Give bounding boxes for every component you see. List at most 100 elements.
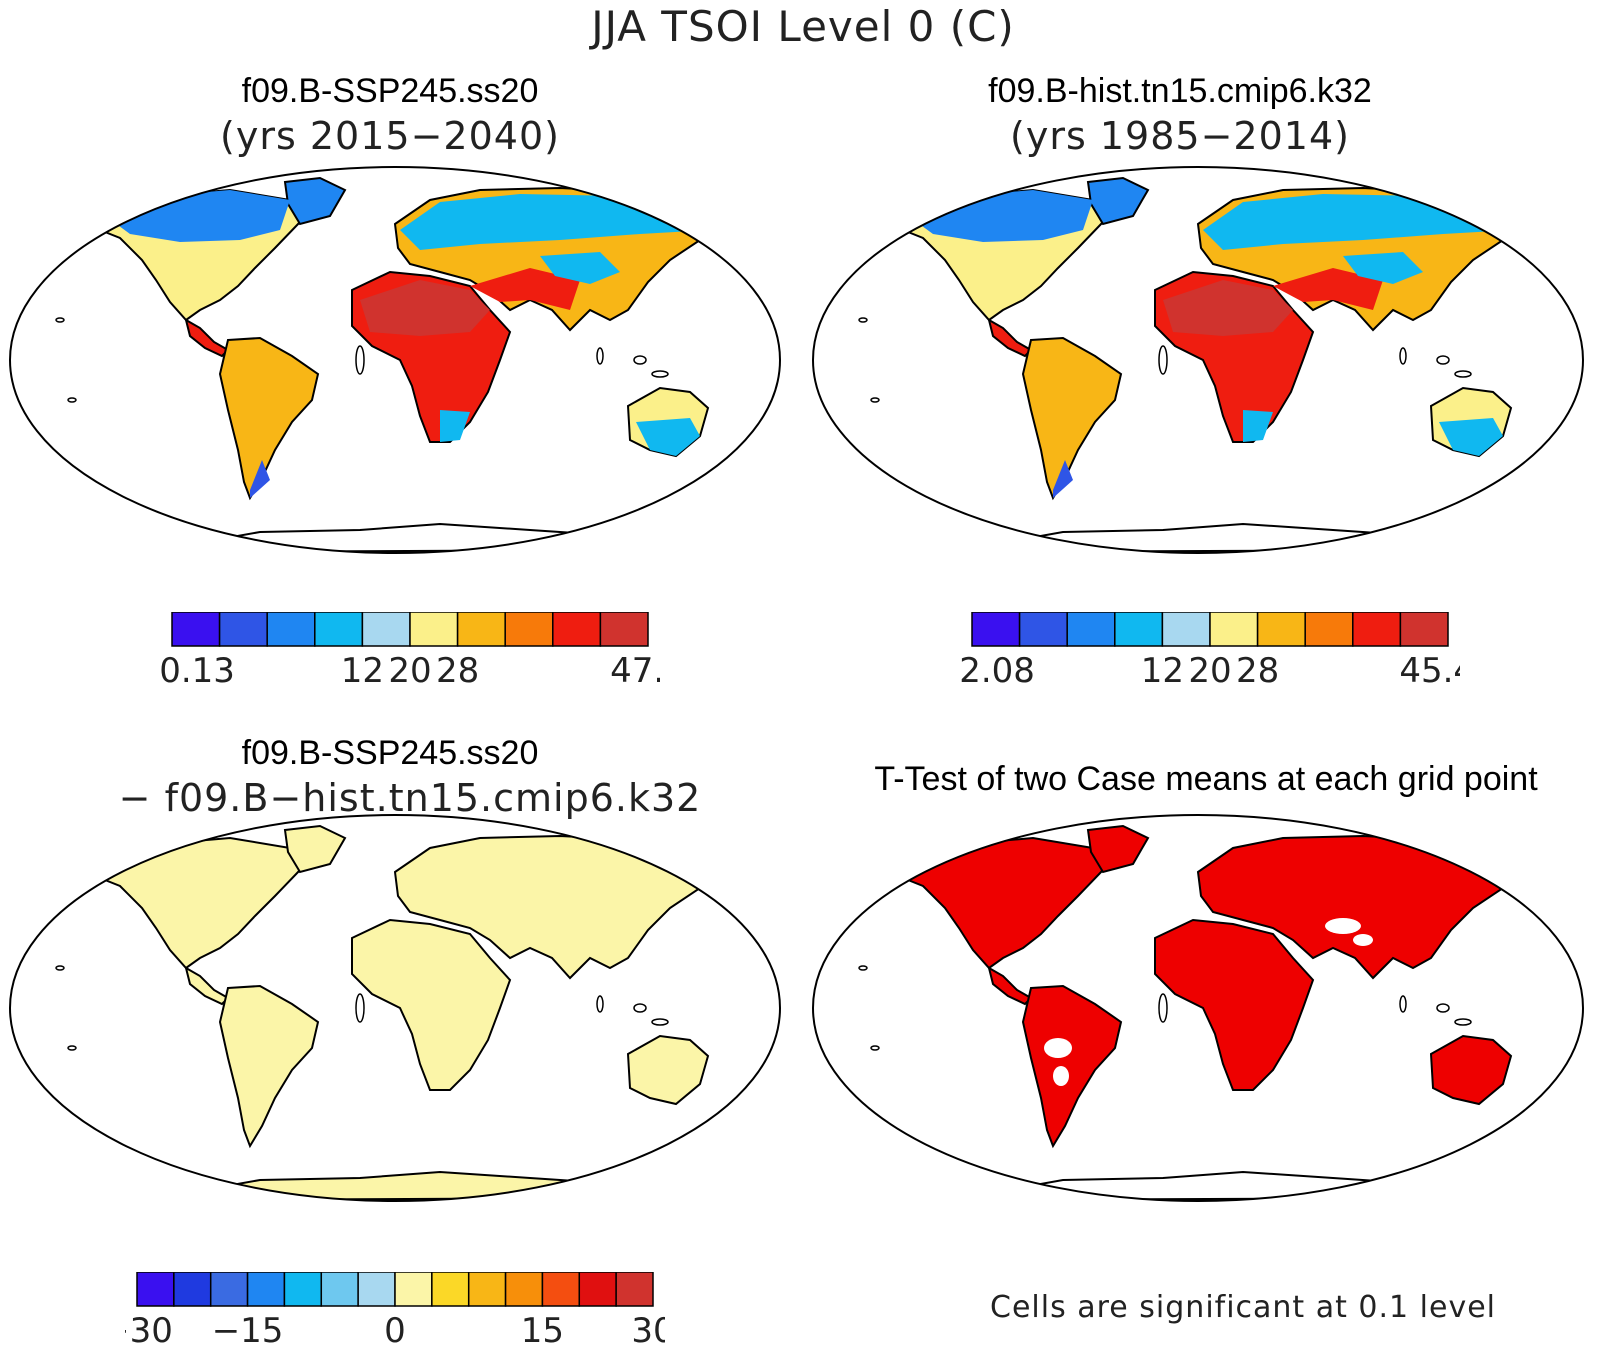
temperature-band	[1343, 252, 1423, 284]
colorbar-label: 12	[341, 651, 384, 691]
colorbar-label: −20.13	[160, 651, 235, 691]
figure-title: JJA TSOI Level 0 (C)	[591, 2, 1015, 51]
island-outline	[1436, 1003, 1450, 1013]
continent-northAmerica	[902, 836, 1105, 970]
continent-greenland	[1086, 824, 1150, 874]
panel-3-title: f09.B-SSP245.ss20	[241, 734, 539, 772]
island-outline	[651, 370, 669, 378]
island-outline	[1158, 345, 1168, 375]
colorbar-swatch	[283, 1272, 323, 1307]
colorbar-swatch	[320, 1272, 359, 1307]
colorbar-swatch	[1352, 612, 1402, 647]
panel-3-subtitle: − f09.B−hist.tn15.cmip6.k32	[118, 776, 702, 820]
island-outline	[633, 1003, 647, 1013]
temperature-band	[540, 252, 620, 284]
island-outline	[1534, 1124, 1552, 1132]
island-outline	[633, 355, 647, 365]
island-outline	[1158, 993, 1168, 1023]
temperature-band	[636, 418, 700, 456]
continent-southAmerica	[218, 336, 320, 501]
temperature-band	[1163, 280, 1293, 336]
non-significant-patch	[1044, 1038, 1072, 1058]
colorbar-swatch	[599, 612, 649, 647]
island-outline	[731, 476, 749, 484]
island-outline	[651, 1018, 669, 1026]
panel-1-title: f09.B-SSP245.ss20	[241, 72, 539, 110]
continent-southAmerica	[1021, 336, 1123, 501]
colorbar-swatch	[218, 612, 268, 647]
island-outline	[870, 1045, 880, 1051]
colorbar-swatch	[246, 1272, 286, 1307]
colorbar-label: −30	[125, 1311, 173, 1349]
colorbar-label: −15	[212, 1311, 284, 1349]
colorbar-label: 15	[521, 1311, 564, 1349]
colorbar-swatch	[456, 612, 506, 647]
temperature-band	[1053, 460, 1073, 498]
colorbar-swatch	[541, 1272, 581, 1307]
colorbar-swatch	[266, 612, 316, 647]
temperature-band	[470, 268, 580, 310]
map-difference	[9, 814, 781, 1202]
island-outline	[1399, 995, 1407, 1013]
temperature-band	[1439, 418, 1503, 456]
island-outline	[858, 317, 868, 323]
colorbar-swatch	[1399, 612, 1449, 647]
panel-2-title: f09.B-hist.tn15.cmip6.k32	[988, 72, 1372, 110]
continent-africa	[351, 918, 512, 1091]
temperature-band	[250, 460, 270, 498]
colorbar-swatch	[1018, 612, 1068, 647]
globe-outline	[812, 814, 1584, 1202]
globe-outline	[9, 166, 781, 554]
colorbar-label: 28	[436, 651, 479, 691]
island-outline	[355, 993, 365, 1023]
map-hist	[812, 166, 1584, 554]
temperature-band	[1243, 410, 1273, 442]
island-outline	[596, 995, 604, 1013]
island-outline	[1534, 476, 1552, 484]
continent-southAmerica	[1021, 984, 1123, 1149]
island-outline	[55, 317, 65, 323]
island-outline	[55, 965, 65, 971]
colorbar-label: 20	[1188, 651, 1231, 691]
island-outline	[858, 965, 868, 971]
colorbar-label: 45.48	[1399, 651, 1460, 691]
island-outline	[596, 347, 604, 365]
continent-australia	[1429, 1034, 1513, 1106]
colorbar-label: 47.1	[610, 651, 660, 691]
panel-4-title: T-Test of two Case means at each grid po…	[874, 760, 1538, 798]
colorbar-label: 30	[631, 1311, 665, 1349]
colorbar-swatch	[357, 1272, 396, 1307]
colorbar-swatch	[1209, 612, 1259, 647]
island-outline	[67, 397, 77, 403]
colorbar-label: 20	[388, 651, 431, 691]
island-outline	[1399, 347, 1407, 365]
island-outline	[1436, 355, 1450, 365]
island-outline	[67, 1045, 77, 1051]
continent-greenland	[283, 824, 347, 874]
colorbar-label: −22.08	[960, 651, 1035, 691]
colorbar-swatch	[361, 612, 411, 647]
colorbar-swatch	[394, 1272, 433, 1307]
colorbar-swatch	[552, 612, 602, 647]
colorbar-label: 28	[1236, 651, 1279, 691]
colorbar-swatch	[314, 612, 364, 647]
colorbar-swatch	[431, 1272, 470, 1307]
continent-australia	[626, 1034, 710, 1106]
colorbar-swatch	[1256, 612, 1306, 647]
colorbar-swatch	[615, 1272, 654, 1307]
colorbar-swatch	[504, 1272, 544, 1307]
significance-note: Cells are significant at 0.1 level	[990, 1290, 1497, 1325]
panel-2-subtitle: (yrs 1985−2014)	[1010, 114, 1350, 158]
island-outline	[1454, 1018, 1472, 1026]
island-outline	[731, 1124, 749, 1132]
globe-outline	[812, 166, 1584, 554]
island-outline	[355, 345, 365, 375]
colorbar-label: 12	[1141, 651, 1184, 691]
non-significant-patch	[1053, 1066, 1069, 1086]
temperature-band	[1273, 268, 1383, 310]
colorbar-swatch	[1114, 612, 1164, 647]
colorbar-swatch	[1161, 612, 1211, 647]
island-outline	[1454, 370, 1472, 378]
